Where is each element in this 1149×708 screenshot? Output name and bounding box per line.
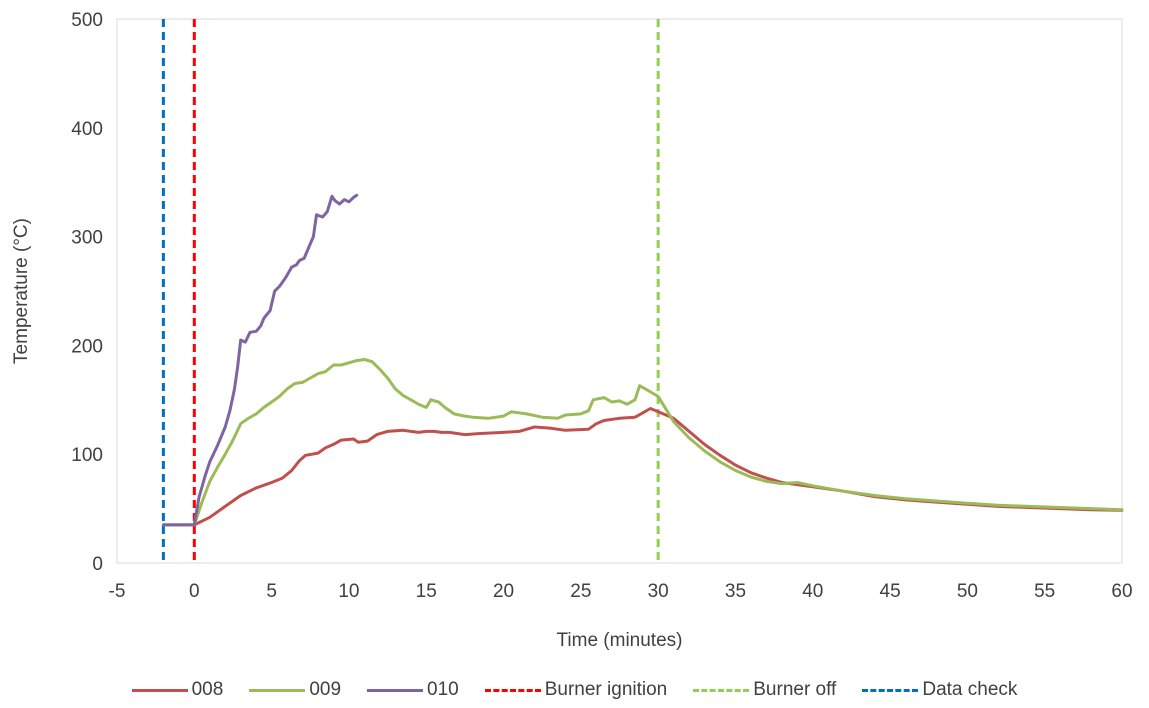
legend-swatch xyxy=(862,688,919,692)
y-tick-label: 200 xyxy=(71,336,103,357)
plot-area xyxy=(116,18,1123,564)
series-line-010 xyxy=(161,193,359,527)
legend-item: Burner ignition xyxy=(484,679,668,701)
legend-swatch xyxy=(693,688,750,692)
legend-label: Data check xyxy=(922,679,1018,700)
legend-swatch xyxy=(249,688,306,692)
legend-swatch xyxy=(484,688,541,692)
legend-label: 009 xyxy=(309,679,342,700)
legend-label: Burner ignition xyxy=(544,679,668,700)
legend-item: 010 xyxy=(367,679,459,701)
x-tick-label: 5 xyxy=(266,581,277,602)
x-tick-label: -5 xyxy=(109,581,126,602)
x-tick-label: 0 xyxy=(189,581,200,602)
legend-swatch xyxy=(367,688,424,692)
y-tick-label: 0 xyxy=(92,554,103,575)
legend-item: 008 xyxy=(131,679,224,701)
legend-label: Burner off xyxy=(753,679,837,700)
y-tick-label: 300 xyxy=(71,228,103,249)
x-tick-label: 35 xyxy=(725,581,746,602)
legend-item: Burner off xyxy=(693,679,836,701)
legend-item: Data check xyxy=(862,679,1017,701)
x-tick-label: 50 xyxy=(957,581,978,602)
x-tick-label: 45 xyxy=(880,581,901,602)
x-axis-title: Time (minutes) xyxy=(557,630,683,651)
series-line-008 xyxy=(161,407,1124,527)
legend-item: 009 xyxy=(249,679,341,701)
legend-label: 008 xyxy=(191,679,224,700)
y-axis-title: Temperature (°C) xyxy=(11,218,32,364)
x-tick-label: 15 xyxy=(416,581,437,602)
x-tick-label: 25 xyxy=(570,581,591,602)
x-tick-label: 55 xyxy=(1034,581,1055,602)
legend: 008 009 010 Burner ignition Burner off Data c… xyxy=(0,676,1149,704)
x-tick-label: 40 xyxy=(802,581,823,602)
legend-label: 010 xyxy=(427,679,459,700)
legend-swatch xyxy=(131,688,188,692)
x-tick-label: 20 xyxy=(493,581,514,602)
y-tick-label: 400 xyxy=(71,119,103,140)
x-tick-label: 30 xyxy=(648,581,669,602)
y-tick-label: 500 xyxy=(71,10,103,31)
y-tick-label: 100 xyxy=(71,445,103,466)
x-tick-label: 60 xyxy=(1111,581,1132,602)
x-tick-label: 10 xyxy=(338,581,359,602)
series-line-009 xyxy=(161,358,1124,527)
